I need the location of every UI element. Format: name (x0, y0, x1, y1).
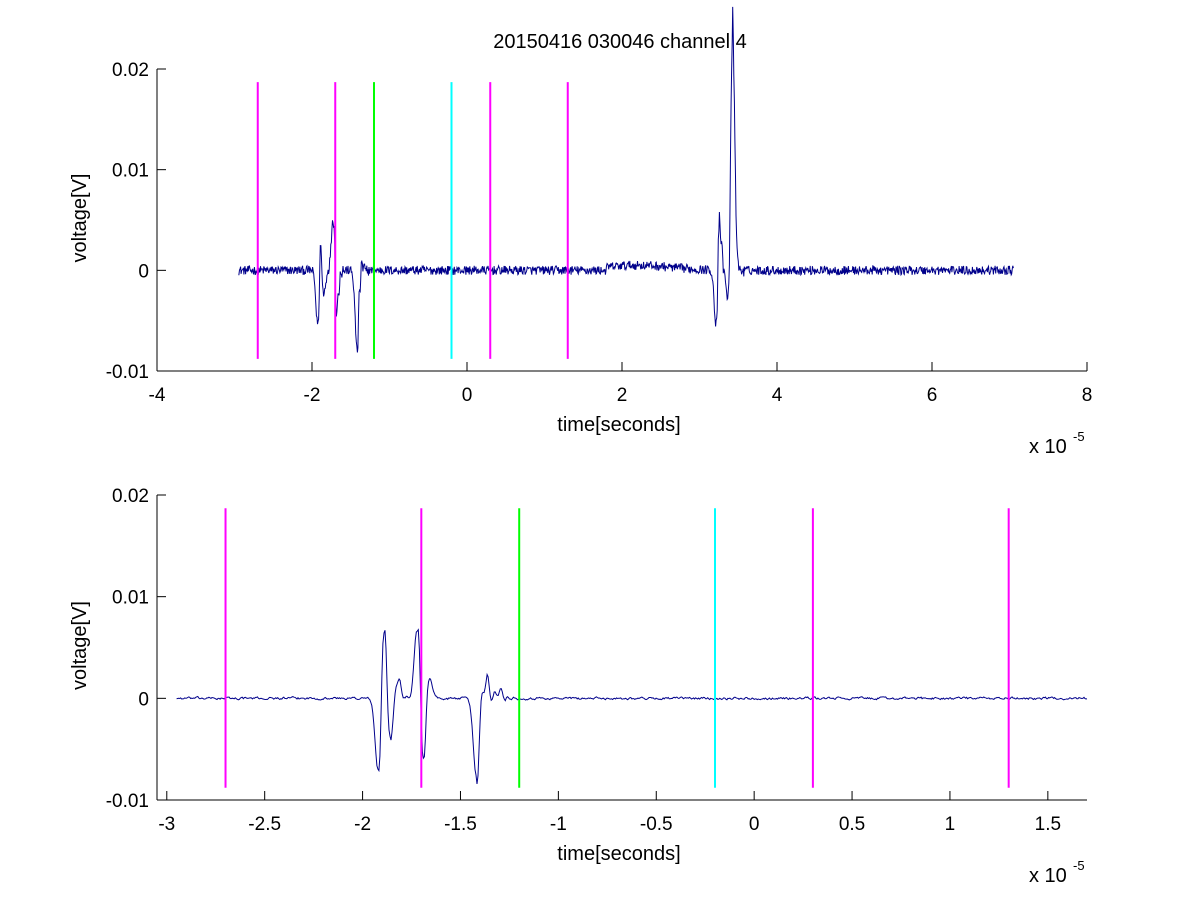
x-tick-label: 1 (945, 814, 956, 835)
x-tick-label: -2.5 (248, 814, 281, 835)
chart-title: 20150416 030046 channel 4 (493, 31, 747, 53)
x-tick-label: -4 (149, 385, 166, 406)
bottom-axes: -0.01 0 0.01 0.02 -3 -2.5 -2 -1.5 -1 -0.5 0 0.5 1 1.5… (69, 486, 1088, 887)
x-tick-label: 6 (927, 385, 938, 406)
y-tick-label: -0.01 (106, 791, 149, 812)
x-tick-label: -3 (158, 814, 175, 835)
y-tick-label: 0 (138, 261, 149, 282)
x-axis-label: time[seconds] (557, 414, 680, 436)
x-multiplier-label: x 10 (1029, 865, 1067, 887)
voltage-trace (176, 628, 1088, 784)
y-tick-label: 0.02 (112, 60, 149, 81)
x-tick-label: -2 (304, 385, 321, 406)
x-tick-label: 1.5 (1035, 814, 1061, 835)
x-tick-label: -0.5 (640, 814, 673, 835)
x-axis-label: time[seconds] (557, 843, 680, 865)
x-multiplier-label: x 10 (1029, 436, 1067, 458)
y-tick-label: 0.02 (112, 486, 149, 507)
x-tick-label: 4 (772, 385, 783, 406)
y-tick-label: 0 (138, 689, 149, 710)
x-tick-label: 0.5 (839, 814, 865, 835)
y-tick-label: 0.01 (112, 161, 149, 182)
x-multiplier-exponent: -5 (1073, 429, 1085, 444)
x-multiplier-exponent: -5 (1073, 858, 1085, 873)
x-tick-label: -1.5 (444, 814, 477, 835)
x-tick-label: 0 (462, 385, 473, 406)
top-axes: -0.01 0 0.01 0.02 -4 -2 0 2 4 6 8 time[seconds] volt… (69, 6, 1093, 458)
y-axis-label: voltage[V] (69, 601, 91, 690)
x-tick-label: -2 (354, 814, 371, 835)
x-tick-label: 0 (749, 814, 760, 835)
y-axis-label: voltage[V] (69, 174, 91, 263)
x-tick-label: 8 (1082, 385, 1093, 406)
x-tick-label: -1 (550, 814, 567, 835)
voltage-trace (238, 6, 1014, 353)
y-tick-label: -0.01 (106, 362, 149, 383)
x-tick-label: 2 (617, 385, 628, 406)
y-tick-label: 0.01 (112, 588, 149, 609)
